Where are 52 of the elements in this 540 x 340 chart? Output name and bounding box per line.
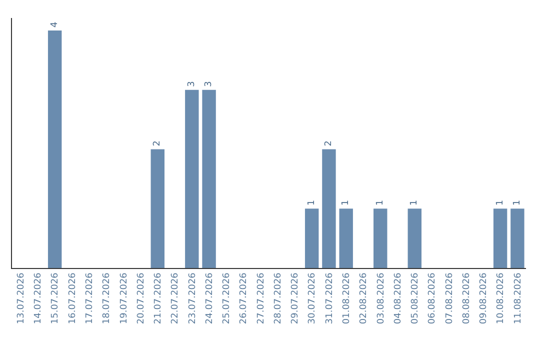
x-tick-label: 05.08.2026 [410,272,421,324]
x-tick-label: 26.07.2026 [239,272,250,324]
bar [185,90,199,268]
x-tick-label: 15.07.2026 [50,272,61,324]
x-tick-label: 29.07.2026 [290,272,301,324]
x-tick-label: 19.07.2026 [119,272,130,324]
data-label: 1 [410,200,420,206]
data-label: 1 [512,200,522,206]
x-tick-label: 02.08.2026 [359,272,370,324]
bar [493,208,508,268]
bar [408,208,422,268]
bar [202,90,216,268]
x-tick-label: 21.07.2026 [154,272,164,324]
x-tick-label: 25.07.2026 [222,272,232,324]
x-tick-label: 30.07.2026 [308,272,318,324]
x-tick-label: 20.07.2026 [136,272,146,324]
bar [304,208,319,268]
bar [510,208,524,268]
data-label: 1 [341,200,352,206]
x-tick-label: 10.08.2026 [496,272,506,324]
data-label: 1 [375,200,386,206]
data-label: 1 [306,200,317,206]
x-tick-label: 08.08.2026 [462,272,472,324]
x-tick-label: 22.07.2026 [170,272,181,324]
x-tick-label: 14.07.2026 [34,272,44,324]
x-tick-label: 18.07.2026 [102,272,112,324]
x-tick-label: 04.08.2026 [393,272,404,324]
bar [150,149,164,268]
x-tick-label: 06.08.2026 [428,272,438,324]
x-tick-label: 03.08.2026 [376,272,386,324]
bar [374,208,388,268]
data-label: 1 [495,200,506,206]
x-tick-label: 11.08.2026 [513,272,524,324]
x-tick-label: 24.07.2026 [204,272,215,324]
x-tick-label: 07.08.2026 [444,272,455,324]
data-label: 2 [324,140,334,146]
x-tick-label: 17.07.2026 [85,272,96,324]
x-tick-label: 23.07.2026 [188,272,198,324]
data-label: 3 [204,81,214,87]
x-tick-label: 09.08.2026 [479,272,490,324]
x-tick-label: 16.07.2026 [68,272,78,324]
x-tick-label: 27.07.2026 [256,272,266,324]
x-tick-label: 28.07.2026 [273,272,284,324]
data-label: 4 [50,22,60,28]
x-tick-label: 31.07.2026 [324,272,335,324]
x-tick-label: 13.07.2026 [16,272,26,324]
bar [48,30,62,268]
data-label: 3 [186,81,197,87]
bar [339,208,353,268]
x-tick-label: 01.08.2026 [342,272,352,324]
data-label: 2 [152,140,163,146]
bar [322,149,336,268]
